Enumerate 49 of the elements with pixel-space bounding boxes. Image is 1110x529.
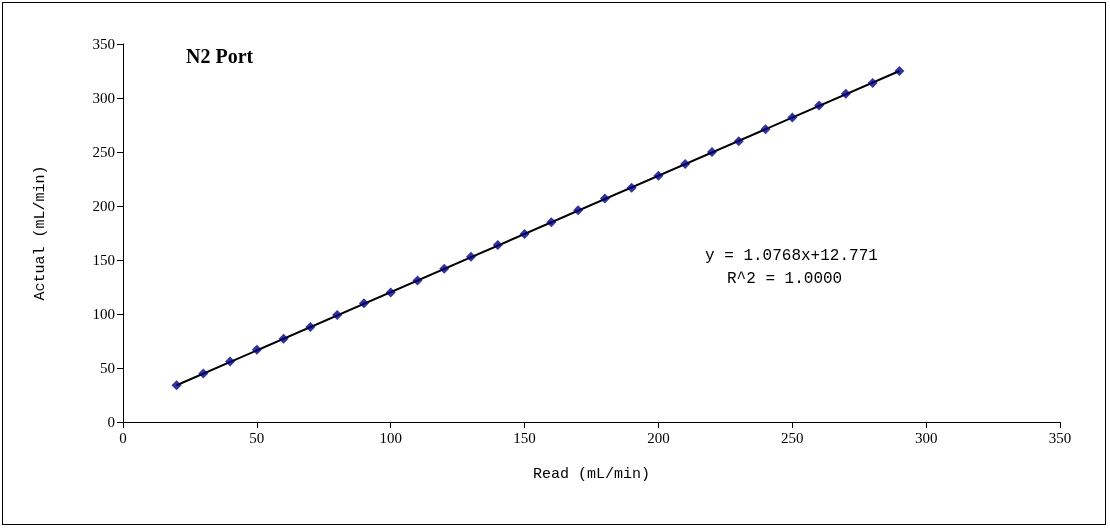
x-tick-label: 250 xyxy=(781,429,804,446)
point xyxy=(653,170,664,181)
point xyxy=(358,298,369,309)
point xyxy=(787,112,798,123)
y-tick-label: 200 xyxy=(92,198,115,214)
x-tick-label: 350 xyxy=(1048,429,1072,446)
point xyxy=(733,136,744,147)
point xyxy=(573,205,584,216)
x-tick-label: 0 xyxy=(119,429,127,446)
point xyxy=(867,77,878,88)
y-axis-title: Actual (mL/min) xyxy=(32,165,49,301)
x-tick-label: 200 xyxy=(647,429,670,446)
x-tick-label: 150 xyxy=(513,429,536,446)
point xyxy=(466,251,477,262)
y-tick-label: 350 xyxy=(92,36,115,52)
y-tick-label: 50 xyxy=(100,360,115,376)
annotation: y = 1.0768x+12.771 xyxy=(705,247,878,265)
y-tick-label: 300 xyxy=(92,90,115,106)
point xyxy=(599,193,610,204)
y-tick-label: 100 xyxy=(92,306,115,322)
point xyxy=(519,229,530,240)
point xyxy=(439,263,450,274)
x-tick-label: 100 xyxy=(379,429,402,446)
point xyxy=(706,147,717,157)
point xyxy=(171,380,182,391)
chart-title: N2 Port xyxy=(186,45,254,67)
annotation: R^2 = 1.0000 xyxy=(727,270,843,288)
point xyxy=(492,239,503,250)
point xyxy=(760,124,771,135)
point xyxy=(251,344,262,355)
x-axis-title: Read (mL/min) xyxy=(532,466,651,483)
y-tick-label: 250 xyxy=(92,144,115,160)
point xyxy=(412,275,423,286)
point xyxy=(546,217,557,228)
point xyxy=(626,182,637,193)
point xyxy=(894,66,905,76)
point xyxy=(385,287,396,298)
y-tick-label: 0 xyxy=(107,414,115,430)
point xyxy=(814,100,825,111)
point xyxy=(278,333,289,344)
point xyxy=(680,158,691,169)
point xyxy=(198,368,209,379)
point xyxy=(840,88,851,99)
y-tick-label: 150 xyxy=(92,252,115,268)
x-tick-label: 300 xyxy=(914,429,938,446)
point xyxy=(305,321,316,332)
x-tick-label: 50 xyxy=(249,429,265,446)
point xyxy=(225,356,236,367)
point xyxy=(332,310,343,321)
